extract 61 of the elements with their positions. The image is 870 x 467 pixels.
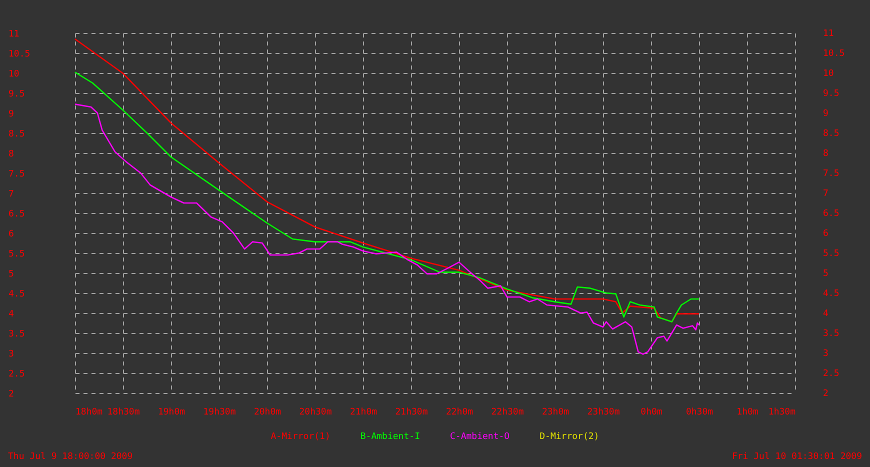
text: B-Ambient-I — [360, 432, 420, 442]
x-tick-label: 22h0m — [446, 408, 474, 418]
y-tick-label: 8.5 — [8, 130, 25, 140]
y2-tick-label: 9.5 — [823, 89, 840, 99]
y2-tick-label: 7 — [823, 189, 828, 199]
y-tick-label: 9 — [8, 110, 14, 120]
y2-tick-label: 2 — [823, 389, 828, 399]
x-tick-label: 18h0m — [76, 408, 103, 418]
y2-tick-label: 5.5 — [823, 249, 840, 259]
y-tick-label: 4.5 — [8, 290, 25, 300]
y2-tick-label: 8 — [823, 149, 828, 159]
y-tick-label: 11 — [8, 30, 20, 40]
x-tick-label: 20h30m — [299, 408, 332, 418]
legend-label: D-Mirror(2) — [540, 432, 600, 442]
x-tick-label: 23h30m — [587, 408, 620, 418]
y-tick-label: 8 — [8, 150, 14, 160]
y2-tick-label: 10 — [823, 69, 834, 79]
x-tick-label: 20h0m — [254, 408, 282, 418]
y2-tick-label: 4 — [823, 309, 828, 319]
y-tick-label: 10 — [8, 70, 20, 80]
x-tick-label: 0h0m — [640, 408, 662, 418]
y2-tick-label: 11 — [823, 29, 834, 39]
x-tick-label: 21h0m — [350, 408, 378, 418]
y-tick-label: 2 — [8, 390, 14, 400]
y2-tick-label: 4.5 — [823, 289, 840, 299]
y-tick-label: 5.5 — [8, 250, 25, 260]
x-tick-label: 21h30m — [395, 408, 428, 418]
y2-tick-label: 8.5 — [823, 129, 840, 139]
y2-tick-label: 9 — [823, 109, 828, 119]
x-tick-label: 19h30m — [203, 408, 236, 418]
y-tick-label: 3 — [8, 350, 14, 360]
y-tick-label: 6.5 — [8, 210, 25, 220]
y2-tick-label: 10.5 — [823, 49, 845, 59]
y-tick-label: 2.5 — [8, 370, 25, 380]
y2-tick-label: 6 — [823, 229, 828, 239]
y2-tick-label: 3 — [823, 349, 828, 359]
line-series — [74, 104, 700, 355]
y2-tick-label: 3.5 — [823, 329, 840, 339]
y2-tick-label: 5 — [823, 269, 828, 279]
text: Thu Jul 9 18:00:00 2009 — [8, 452, 133, 462]
x-tick-label: 18h30m — [107, 408, 140, 418]
x-tick-label: 23h0m — [542, 408, 570, 418]
y2-tick-label: 2.5 — [823, 369, 840, 379]
y-tick-label: 7 — [8, 190, 14, 200]
text: Fri Jul 10 01:30:01 2009 — [732, 452, 862, 462]
x-tick-label: 0h30m — [686, 408, 714, 418]
x-tick-label: 1h0m — [736, 408, 758, 418]
x-tick-label: 22h30m — [491, 408, 524, 418]
y-tick-label: 5 — [8, 270, 14, 280]
y-tick-label: 7.5 — [8, 170, 25, 180]
x-tick-label: 19h0m — [158, 408, 186, 418]
y-tick-label: 9.5 — [8, 90, 25, 100]
y-tick-label: 4 — [8, 310, 14, 320]
x-tick-label: 1h30m — [768, 408, 796, 418]
text: A-Mirror(1) — [270, 432, 330, 442]
y-tick-label: 3.5 — [8, 330, 25, 340]
text: C-Ambient-O — [450, 432, 510, 442]
y2-tick-label: 7.5 — [823, 169, 840, 179]
y2-tick-label: 6.5 — [823, 209, 840, 219]
y-tick-label: 10.5 — [8, 50, 30, 60]
y-tick-label: 6 — [8, 230, 14, 240]
